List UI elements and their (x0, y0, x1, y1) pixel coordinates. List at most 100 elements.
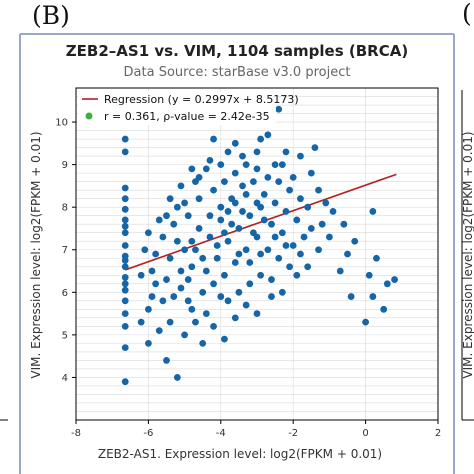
data-point (121, 216, 129, 224)
data-point (242, 301, 250, 309)
data-point (253, 165, 261, 173)
data-point (264, 173, 272, 181)
regression-layer (124, 173, 397, 271)
data-point (121, 310, 129, 317)
data-point (286, 263, 293, 271)
y-tick-label: 4 (62, 373, 68, 384)
data-point (213, 242, 221, 249)
data-point (249, 178, 257, 186)
data-point (148, 293, 156, 300)
data-point (202, 165, 210, 173)
data-point (260, 191, 268, 198)
data-point (322, 199, 330, 207)
data-point (184, 276, 192, 283)
data-point (351, 237, 359, 245)
data-point (311, 144, 319, 151)
data-point (297, 250, 304, 258)
y-tick-label: 7 (62, 245, 68, 256)
right-panel-partial-label: ( (462, 0, 472, 28)
data-point (242, 246, 250, 254)
data-point (121, 322, 129, 330)
data-point (152, 250, 160, 258)
data-point (192, 178, 199, 186)
x-tick-label: 2 (435, 428, 441, 439)
data-point (246, 259, 254, 266)
data-point (344, 250, 351, 258)
legend-points-swatch (85, 112, 93, 120)
data-point (192, 318, 199, 326)
data-point (264, 246, 272, 254)
data-point (121, 344, 129, 352)
data-point (318, 220, 326, 228)
data-point (184, 212, 192, 220)
data-point (221, 229, 228, 237)
data-point (206, 212, 214, 220)
data-point (235, 225, 243, 232)
legend: Regression (y = 0.2997x + 8.5173) r = 0.… (78, 91, 299, 125)
data-point (121, 274, 129, 281)
data-point (217, 216, 225, 224)
data-point (231, 169, 239, 177)
plot-frame (75, 87, 439, 421)
data-point (170, 220, 178, 228)
data-point (121, 205, 129, 213)
data-point (271, 199, 279, 207)
data-point (315, 186, 322, 194)
data-point (369, 208, 377, 215)
data-point (282, 148, 290, 156)
data-point (210, 322, 217, 330)
data-point (264, 131, 272, 139)
data-point (253, 310, 261, 317)
data-point (217, 293, 225, 300)
data-point (278, 161, 286, 169)
data-point (206, 156, 214, 164)
data-point (202, 267, 210, 275)
x-tick-label: 0 (362, 428, 368, 439)
data-point (184, 297, 192, 305)
data-points (121, 105, 398, 386)
data-point (170, 293, 178, 300)
data-point (307, 225, 315, 232)
data-point (235, 288, 243, 296)
y-tick-label: 10 (55, 118, 68, 129)
right-panel-y-axis-label: VIM. Expression level: log2(FPKM + 0.01) (461, 131, 474, 378)
data-point (210, 186, 217, 194)
data-point (210, 135, 217, 143)
x-axis-label: ZEB2-AS1. Expression level: log2(FPKM + … (98, 447, 382, 461)
data-point (286, 186, 293, 194)
data-point (121, 229, 129, 237)
data-point (383, 280, 391, 288)
data-point (188, 305, 196, 313)
data-point (177, 284, 185, 292)
data-point (246, 212, 254, 220)
data-point (275, 178, 283, 186)
data-point (121, 280, 129, 288)
data-point (239, 152, 246, 160)
data-point (199, 339, 207, 347)
data-point (121, 242, 129, 249)
data-point (195, 225, 203, 232)
data-point (217, 203, 225, 211)
data-point (145, 229, 152, 237)
data-point (121, 378, 129, 386)
data-point (278, 288, 286, 296)
data-point (206, 233, 214, 241)
data-point (300, 233, 308, 241)
legend-box (78, 91, 276, 125)
data-point (253, 199, 261, 207)
regression-line (124, 173, 397, 271)
data-point (373, 254, 380, 262)
x-tick-label: -6 (143, 428, 153, 439)
data-point (221, 335, 228, 343)
data-point (293, 271, 301, 279)
data-point (121, 263, 129, 271)
data-point (260, 216, 268, 224)
data-point (297, 152, 304, 160)
data-point (163, 357, 170, 364)
data-point (268, 293, 275, 300)
data-point (271, 233, 279, 241)
x-tick-label: -8 (71, 428, 81, 439)
data-point (177, 267, 185, 275)
data-point (181, 199, 189, 207)
data-point (121, 256, 129, 264)
